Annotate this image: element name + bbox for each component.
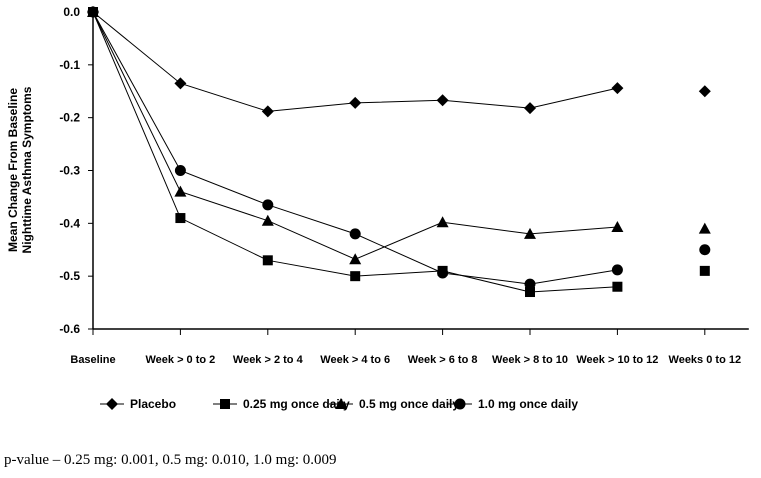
y-axis-title: Mean Change From BaselineNighttime Asthm… <box>6 86 34 253</box>
data-point <box>611 82 624 95</box>
legend-label: 0.25 mg once daily <box>243 397 350 411</box>
y-tick-label: -0.5 <box>59 269 80 283</box>
legend-marker <box>335 398 347 409</box>
series-line-0 <box>92 11 618 112</box>
data-point <box>525 287 535 298</box>
series-line-1 <box>92 11 618 293</box>
data-point <box>174 165 186 176</box>
legend-label: 1.0 mg once daily <box>478 397 578 411</box>
data-point <box>261 105 274 118</box>
y-tick-label: -0.1 <box>59 58 80 72</box>
x-tick-label: Week > 4 to 6 <box>320 354 390 366</box>
data-point <box>262 255 273 266</box>
data-point <box>436 94 449 107</box>
y-tick-label: -0.2 <box>59 111 80 125</box>
p-value-footnote: p-value – 0.25 mg: 0.001, 0.5 mg: 0.010,… <box>4 452 337 468</box>
data-point <box>524 227 536 239</box>
data-point <box>174 185 187 197</box>
data-point <box>437 267 449 279</box>
data-point <box>612 281 623 292</box>
data-point <box>698 222 711 234</box>
data-point <box>175 213 186 224</box>
data-point <box>349 96 362 109</box>
data-point <box>436 216 449 228</box>
x-tick-label: Week > 2 to 4 <box>233 354 304 366</box>
x-tick-label: Week > 6 to 8 <box>408 354 478 366</box>
data-point <box>349 253 362 265</box>
data-point <box>699 244 711 256</box>
legend-marker <box>454 398 466 410</box>
x-tick-label: Weeks 0 to 12 <box>669 354 742 366</box>
data-point <box>524 102 536 115</box>
data-point <box>174 77 187 90</box>
data-point <box>698 85 711 98</box>
data-point <box>262 199 274 211</box>
legend-marker <box>106 398 118 410</box>
y-tick-label: -0.3 <box>59 164 80 178</box>
data-point <box>349 228 361 240</box>
legend-label: Placebo <box>130 397 176 411</box>
data-point <box>524 278 536 290</box>
y-tick-label: 0.0 <box>63 5 80 19</box>
data-point <box>699 265 710 276</box>
series-line-2 <box>92 11 618 260</box>
x-tick-label: Week > 0 to 2 <box>145 354 215 366</box>
legend-marker <box>220 399 230 409</box>
data-point <box>261 214 274 226</box>
data-point <box>350 271 361 282</box>
data-point <box>611 221 624 233</box>
data-point <box>611 264 623 276</box>
data-point <box>87 6 99 18</box>
x-tick-label: Baseline <box>70 354 115 366</box>
y-tick-label: -0.6 <box>59 322 80 336</box>
line-chart: 0.0 -0.1 -0.2 -0.3 -0.4 -0.5 -0.6 Baseline Week … <box>6 5 749 411</box>
legend-label: 0.5 mg once daily <box>359 397 459 411</box>
y-tick-label: -0.4 <box>59 216 80 230</box>
x-tick-label: Week > 10 to 12 <box>576 354 658 366</box>
series-line-3 <box>92 11 618 285</box>
x-tick-label: Week > 8 to 10 <box>492 354 568 366</box>
